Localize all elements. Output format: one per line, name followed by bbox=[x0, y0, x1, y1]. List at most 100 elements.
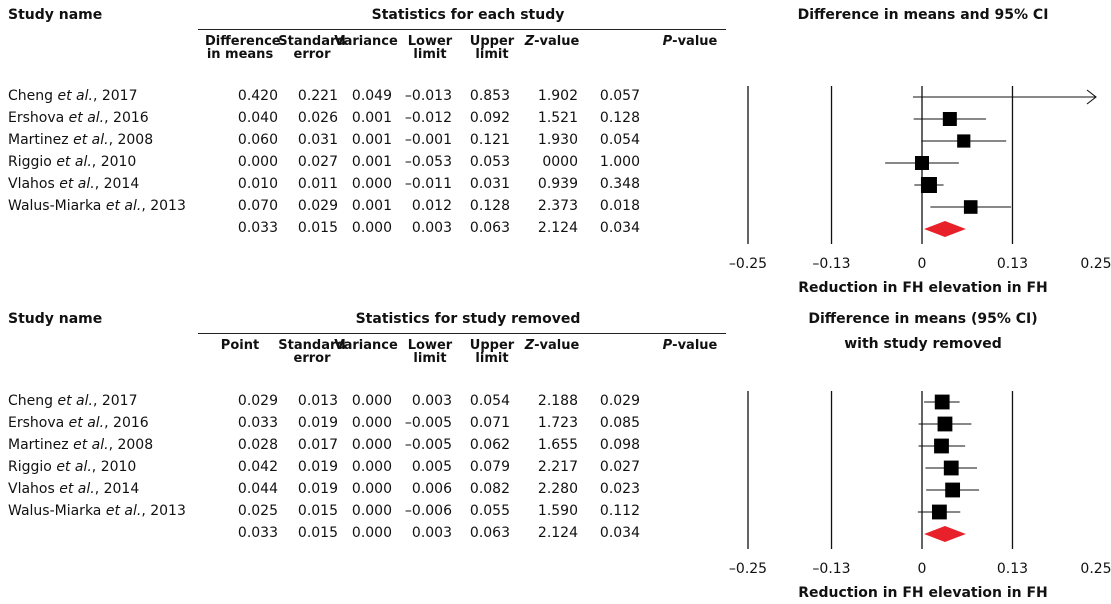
table-cell: 0.019 bbox=[297, 415, 338, 431]
table-cell: 0.098 bbox=[599, 437, 640, 453]
study-author: Riggio bbox=[8, 154, 52, 170]
table-cell: 0.939 bbox=[537, 176, 578, 192]
table-cell: –0.005 bbox=[404, 437, 452, 453]
table-cell: –0.006 bbox=[404, 503, 452, 519]
table-cell: 0.348 bbox=[599, 176, 640, 192]
table-cell: 0.000 bbox=[237, 154, 278, 170]
point-estimate-marker bbox=[963, 200, 978, 214]
study-year: , 2008 bbox=[108, 132, 154, 148]
x-tick-label: 0.25 bbox=[1080, 256, 1111, 272]
table-cell: 0.019 bbox=[297, 481, 338, 497]
column-header: Lower bbox=[407, 338, 453, 353]
table-cell: 0.000 bbox=[351, 393, 392, 409]
x-tick-label: 0.13 bbox=[996, 256, 1029, 272]
table-cell: 0.000 bbox=[351, 176, 392, 192]
table-cell: 0.033 bbox=[237, 220, 278, 236]
table-cell: 0.023 bbox=[599, 481, 640, 497]
column-header: Upper bbox=[469, 338, 515, 353]
study-etal: et al. bbox=[105, 503, 142, 519]
study-name: Riggio et al., 2010 bbox=[8, 154, 136, 170]
table-cell: 0.029 bbox=[297, 198, 338, 214]
study-etal: et al. bbox=[105, 198, 142, 214]
study-name: Ershova et al., 2016 bbox=[8, 110, 149, 126]
point-estimate-marker bbox=[957, 134, 971, 148]
x-tick-label: –0.13 bbox=[812, 256, 851, 272]
point-estimate-marker bbox=[932, 504, 947, 520]
table-cell: 0.003 bbox=[411, 393, 452, 409]
study-author: Vlahos bbox=[8, 176, 55, 192]
table-cell: 0.029 bbox=[237, 393, 278, 409]
study-name: Vlahos et al., 2014 bbox=[8, 481, 139, 497]
table-cell: 0.853 bbox=[469, 88, 510, 104]
ci-arrow bbox=[1086, 89, 1097, 105]
table-cell: 2.188 bbox=[537, 393, 578, 409]
point-estimate-marker bbox=[915, 156, 929, 170]
x-axis-label: Reduction in FH elevation in FH bbox=[798, 280, 1048, 296]
x-tick-label: 0 bbox=[917, 561, 927, 577]
column-header: Lower bbox=[407, 34, 453, 49]
statistics-header-rule bbox=[198, 29, 726, 30]
study-name: Walus-Miarka et al., 2013 bbox=[8, 198, 186, 214]
study-year: , 2010 bbox=[91, 154, 137, 170]
column-header: Upper bbox=[469, 34, 515, 49]
study-name: Walus-Miarka et al., 2013 bbox=[8, 503, 186, 519]
table-cell: –0.013 bbox=[404, 88, 452, 104]
study-etal: et al. bbox=[73, 437, 109, 453]
column-header: Difference bbox=[205, 34, 281, 49]
table-cell: 0.070 bbox=[237, 198, 278, 214]
x-tick-label: 0.13 bbox=[996, 561, 1029, 577]
study-etal: et al. bbox=[68, 110, 105, 126]
table-cell: 1.655 bbox=[537, 437, 578, 453]
table-cell: 0.128 bbox=[599, 110, 640, 126]
study-author: Cheng bbox=[8, 88, 54, 104]
x-axis-label: Reduction in FH elevation in FH bbox=[798, 585, 1048, 601]
table-cell: 0.092 bbox=[469, 110, 510, 126]
table-cell: 0.049 bbox=[351, 88, 392, 104]
table-cell: 0.000 bbox=[351, 525, 392, 541]
study-year: , 2016 bbox=[104, 415, 149, 431]
study-etal: et al. bbox=[56, 459, 92, 475]
study-author: Ershova bbox=[8, 110, 65, 126]
study-name-header: Study name bbox=[8, 311, 103, 327]
column-header-sub: in means bbox=[206, 47, 274, 62]
table-cell: 0.054 bbox=[599, 132, 640, 148]
study-name: Martinez et al., 2008 bbox=[8, 437, 153, 453]
study-etal: et al. bbox=[68, 415, 105, 431]
column-header: Variance bbox=[334, 338, 398, 353]
column-header-italic: P bbox=[662, 34, 673, 49]
table-cell: 0.018 bbox=[599, 198, 640, 214]
study-year: , 2013 bbox=[141, 503, 186, 519]
table-cell: 0.044 bbox=[237, 481, 278, 497]
column-header-italic: P bbox=[662, 338, 673, 353]
table-cell: 0.026 bbox=[297, 110, 338, 126]
table-cell: 0.000 bbox=[351, 437, 392, 453]
table-cell: 0.128 bbox=[469, 198, 510, 214]
study-etal: et al. bbox=[59, 481, 95, 497]
column-header-italic: Z bbox=[524, 338, 535, 353]
table-cell: 0.025 bbox=[237, 503, 278, 519]
x-tick-label: –0.13 bbox=[812, 561, 851, 577]
point-estimate-marker bbox=[934, 438, 949, 454]
column-header: Point bbox=[220, 338, 260, 353]
column-header: P-value bbox=[662, 34, 718, 49]
summary-diamond bbox=[924, 221, 966, 237]
table-cell: 0.017 bbox=[297, 437, 338, 453]
table-cell: 0.057 bbox=[599, 88, 640, 104]
study-name: Cheng et al., 2017 bbox=[8, 393, 138, 409]
table-cell: 0.029 bbox=[599, 393, 640, 409]
table-cell: 0.063 bbox=[469, 220, 510, 236]
table-cell: 0.031 bbox=[297, 132, 338, 148]
table-cell: 1.930 bbox=[537, 132, 578, 148]
table-cell: 2.280 bbox=[537, 481, 578, 497]
plot-header: Difference in means and 95% CI bbox=[797, 7, 1049, 23]
table-cell: 0.010 bbox=[237, 176, 278, 192]
column-header-sub: limit bbox=[413, 351, 447, 366]
column-header: Z-value bbox=[524, 338, 580, 353]
study-name: Martinez et al., 2008 bbox=[8, 132, 153, 148]
table-cell: 0.112 bbox=[599, 503, 640, 519]
study-name: Riggio et al., 2010 bbox=[8, 459, 136, 475]
column-header: Z-value bbox=[524, 34, 580, 49]
table-cell: 0.027 bbox=[599, 459, 640, 475]
point-estimate-marker bbox=[937, 416, 953, 432]
table-cell: 0.121 bbox=[469, 132, 510, 148]
